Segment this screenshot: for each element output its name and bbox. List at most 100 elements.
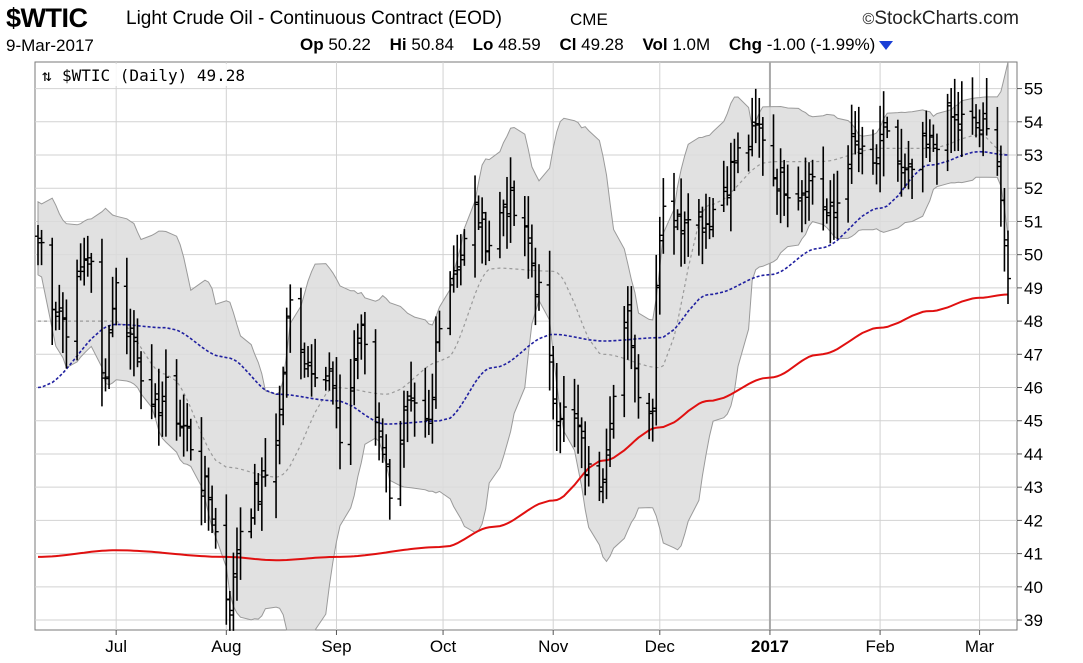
price-bar: [873, 144, 880, 185]
price-bar: [230, 552, 237, 631]
price-bar: [507, 157, 514, 243]
stat-label: Vol: [642, 35, 668, 54]
stat-value: 1.0M: [672, 35, 711, 54]
price-bar: [802, 157, 809, 225]
price-bar: [429, 373, 436, 444]
price-bar: [734, 132, 741, 174]
price-bar: [273, 413, 280, 519]
sma-mid-line: [38, 134, 1009, 478]
price-bar: [546, 250, 553, 391]
price-bar: [603, 428, 610, 500]
price-bar: [205, 467, 212, 531]
price-bar: [312, 338, 319, 388]
price-bar: [795, 166, 802, 211]
price-bar: [678, 178, 685, 267]
exchange-label: CME: [570, 10, 608, 29]
y-tick-label: 55: [1024, 80, 1043, 99]
price-bar: [578, 417, 585, 469]
y-tick-label: 39: [1024, 611, 1043, 630]
price-bar: [134, 318, 141, 368]
x-tick-label: Nov: [538, 637, 569, 656]
price-bar: [127, 308, 134, 370]
sma-short-line: [37, 150, 1009, 425]
price-bar: [198, 417, 205, 526]
price-bar: [905, 140, 912, 190]
price-bar: [607, 396, 614, 468]
price-bar: [877, 105, 884, 193]
price-bar: [35, 224, 41, 266]
price-bar: [386, 459, 393, 520]
price-bar: [749, 97, 756, 157]
price-bar: [184, 403, 191, 452]
price-bar: [930, 124, 937, 152]
price-bar: [727, 142, 734, 232]
price-bar: [898, 128, 905, 197]
x-tick-label: Jul: [105, 637, 127, 656]
y-tick-label: 52: [1024, 179, 1043, 198]
x-tick-label: Sep: [321, 637, 351, 656]
price-bar: [159, 381, 166, 437]
price-bar: [646, 392, 653, 440]
change-down-icon: [879, 41, 894, 51]
price-bar: [724, 166, 731, 206]
price-bar: [575, 384, 582, 454]
price-bar: [528, 224, 535, 278]
price-bar: [756, 97, 763, 158]
price-bar: [475, 195, 482, 231]
price-bar: [262, 438, 269, 487]
stat-value: 48.59: [498, 35, 541, 54]
price-bar: [283, 307, 290, 398]
stat-label: Cl: [559, 35, 577, 54]
price-bar: [635, 354, 642, 419]
price-bar: [504, 176, 511, 249]
price-bar: [84, 235, 91, 277]
price-bar: [38, 229, 45, 266]
price-bar: [852, 111, 859, 155]
stat-value: 49.28: [581, 35, 624, 54]
price-bar: [486, 220, 493, 262]
price-bar: [258, 457, 265, 531]
up-down-arrows-icon: ⇅: [42, 66, 52, 85]
price-bar: [770, 114, 777, 187]
copyright-icon: ©: [862, 11, 875, 28]
x-tick-label: Oct: [430, 637, 457, 656]
price-bar: [454, 234, 461, 288]
price-bar: [422, 367, 429, 438]
price-bar: [138, 351, 145, 410]
price-bar: [830, 173, 837, 240]
price-bar: [610, 384, 617, 439]
price-bar: [56, 284, 63, 330]
price-bar: [425, 389, 432, 436]
y-tick-label: 49: [1024, 279, 1043, 298]
price-bar: [752, 88, 759, 144]
price-bar: [59, 292, 66, 354]
y-tick-label: 48: [1024, 312, 1043, 331]
price-bar: [1001, 187, 1008, 272]
stat-label: Op: [300, 35, 324, 54]
x-tick-label: Aug: [211, 637, 241, 656]
y-tick-label: 43: [1024, 478, 1043, 497]
brand-logo[interactable]: ©StockCharts.com: [863, 8, 1019, 30]
price-bar: [806, 162, 813, 221]
price-bar: [233, 527, 240, 601]
price-bar: [550, 345, 557, 420]
price-bar: [901, 153, 908, 189]
quote-stats: Op 50.22 Hi 50.84 Lo 48.59 Cl 49.28 Vol …: [300, 35, 894, 55]
price-bar: [347, 358, 354, 466]
price-bar: [187, 418, 194, 461]
price-bar: [933, 133, 940, 185]
price-bar: [774, 168, 781, 215]
price-bar: [322, 366, 329, 391]
price-bar: [383, 434, 390, 493]
y-tick-label: 44: [1024, 445, 1043, 464]
price-bar: [521, 196, 528, 257]
price-bar: [834, 170, 841, 240]
y-tick-label: 53: [1024, 146, 1043, 165]
price-bar: [130, 310, 137, 377]
price-bar: [656, 216, 663, 315]
price-bar: [400, 390, 407, 468]
price-bars: [35, 77, 1011, 631]
symbol-description: Light Crude Oil - Continuous Contract (E…: [126, 8, 502, 29]
price-bar: [681, 211, 688, 264]
